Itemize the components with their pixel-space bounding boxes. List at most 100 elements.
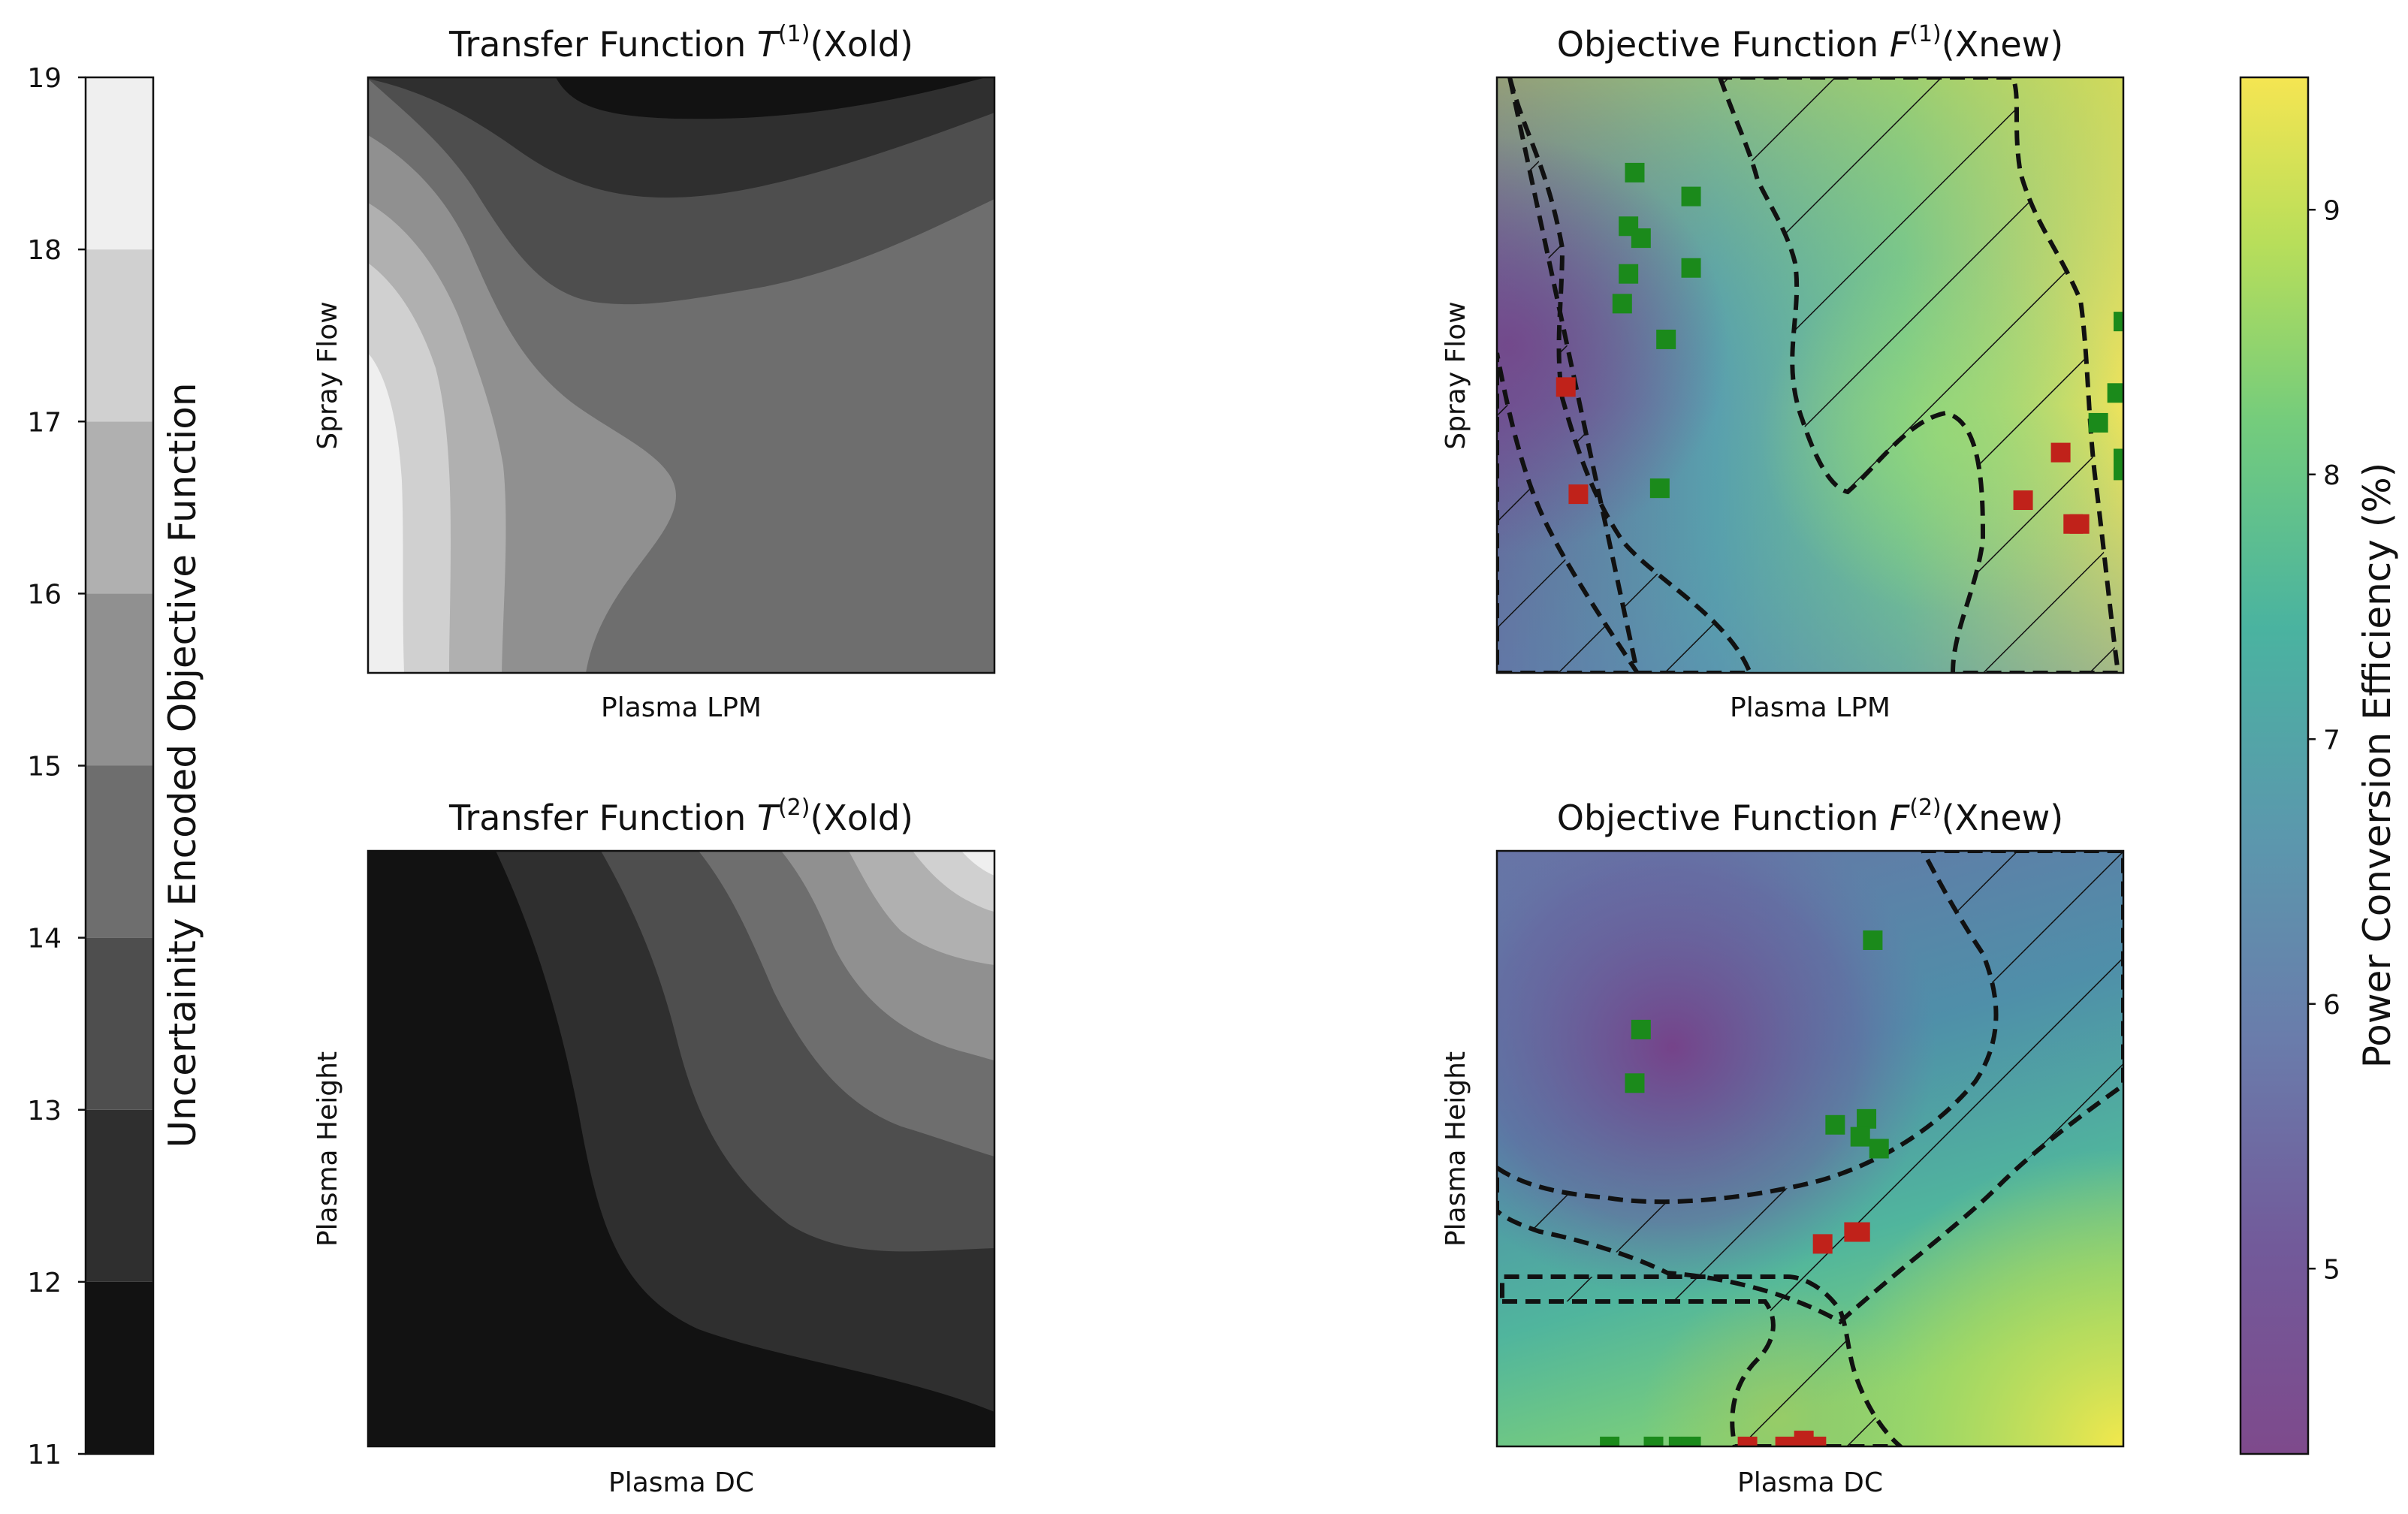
colorbar-tick-label: 11 (27, 1440, 62, 1470)
colorbar-tick-label: 17 (27, 407, 62, 438)
colorbar-level-band (86, 593, 153, 766)
red-sample-point (1737, 1437, 1758, 1446)
panel-3-surface (1497, 77, 2123, 673)
right-colorbar-frame (2239, 76, 2310, 1455)
contour-level-18 (913, 851, 994, 912)
colorbar-level-band (86, 1109, 153, 1282)
panel-3-ylabel: Spray Flow (1441, 301, 1471, 450)
panel-3-frame (1495, 76, 2125, 674)
red-sample-point (1806, 1437, 1827, 1446)
right-colorbar-ticks: 5 6 7 8 9 (2308, 195, 2340, 1285)
red-sample-point (1775, 1437, 1795, 1446)
hatched-region-upper (1497, 851, 2123, 1325)
green-sample-point (1612, 294, 1632, 314)
colorbar-tick-label: 8 (2323, 460, 2340, 491)
green-sample-point (1681, 258, 1701, 278)
right-colorbar-gradient (2241, 77, 2308, 1454)
panel-2-contours (368, 851, 994, 1446)
panel-2-title-superscript: (2) (778, 795, 810, 821)
hatched-region-right (1717, 77, 2121, 673)
panel-1-frame (367, 76, 996, 674)
hatched-region-left (1497, 77, 1753, 673)
red-sample-point (2050, 442, 2071, 463)
green-sample-point (1656, 329, 1676, 349)
colorbar-tick-label: 7 (2323, 725, 2340, 755)
panel-1-xlabel: Plasma LPM (601, 692, 762, 723)
panel-objective-function-1: Objective Function F(1)(Xnew) Plasma LPM… (1441, 21, 2125, 723)
left-colorbar: 11 12 13 14 15 16 17 18 19 Uncertainity Encoded … (27, 63, 204, 1470)
colorbar-tick-label: 9 (2323, 195, 2340, 226)
green-sample-point (1625, 162, 1645, 182)
green-sample-point (2114, 460, 2123, 481)
panel-4-title-prefix: Objective Function (1557, 798, 1890, 838)
panel-transfer-function-1: Transfer Function T(1)(Xold) Plasma LPM … (312, 21, 996, 723)
left-colorbar-bands (86, 77, 153, 1454)
colorbar-tick-label: 14 (27, 924, 62, 955)
green-sample-point (1631, 228, 1651, 249)
panel-4-title-argument: (Xnew) (1942, 798, 2063, 838)
panel-3-title-superscript: (1) (1909, 21, 1942, 47)
colorbar-tick-label: 16 (27, 579, 62, 610)
panel-1-title-argument: (Xold) (810, 24, 913, 65)
left-colorbar-label: Uncertainity Encoded Objective Function (161, 382, 204, 1148)
red-sample-point (1812, 1234, 1833, 1254)
green-sample-point (2114, 312, 2123, 332)
panel-3-xlabel: Plasma LPM (1730, 692, 1890, 723)
red-sample-point (1556, 377, 1576, 397)
panel-3-title-symbol: F (1890, 24, 1910, 65)
colorbar-tick-label: 6 (2323, 990, 2340, 1021)
colorbar-tick-label: 12 (27, 1268, 62, 1298)
green-sample-point (1869, 1139, 1889, 1159)
panel-4-frame (1495, 849, 2125, 1448)
green-sample-point (1863, 930, 1883, 950)
hatched-region-lower (1500, 1274, 1904, 1446)
green-sample-point (1681, 186, 1701, 207)
colorbar-level-band (86, 77, 153, 250)
panel-4-title-symbol: F (1890, 798, 1910, 838)
green-sample-point (1631, 1019, 1651, 1039)
contour-level-19 (368, 353, 404, 673)
green-sample-point (1625, 1073, 1645, 1093)
panel-1-title-prefix: Transfer Function (448, 24, 757, 65)
panel-4-title: Objective Function F(2)(Xnew) (1557, 795, 2063, 838)
colorbar-tick-label: 13 (27, 1096, 62, 1126)
panel-3-title: Objective Function F(1)(Xnew) (1557, 21, 2063, 65)
panel-2-xlabel: Plasma DC (608, 1467, 754, 1498)
colorbar-level-band (86, 937, 153, 1110)
panel-4-xlabel: Plasma DC (1737, 1467, 1883, 1498)
green-sample-point (1825, 1114, 1845, 1135)
panel-2-title-symbol: T (757, 798, 781, 838)
panel-1-contours (368, 77, 994, 673)
colorbar-tick-label: 15 (27, 752, 62, 783)
left-colorbar-ticks: 11 12 13 14 15 16 17 18 19 (27, 63, 86, 1470)
panel-3-points (1556, 162, 2123, 534)
red-sample-point (1568, 484, 1589, 505)
panel-1-title-symbol: T (757, 24, 781, 65)
panel-4-title-superscript: (2) (1909, 795, 1942, 821)
panel-1-ylabel: Spray Flow (312, 301, 343, 450)
green-sample-point (1850, 1126, 1870, 1147)
green-sample-point (2088, 412, 2108, 433)
panel-objective-function-2: Objective Function F(2)(Xnew) Plasma DC … (1441, 795, 2125, 1498)
colorbar-tick-label: 5 (2323, 1254, 2340, 1285)
panel-3-title-argument: (Xnew) (1942, 24, 2063, 65)
right-colorbar-label: Power Conversion Efficiency (%) (2355, 463, 2399, 1069)
green-sample-point (2107, 383, 2123, 403)
contour-level-19 (961, 851, 994, 876)
green-sample-point (1857, 1108, 1877, 1129)
panel-2-title-prefix: Transfer Function (448, 798, 757, 838)
colorbar-tick-label: 18 (27, 235, 62, 266)
colorbar-level-band (86, 421, 153, 594)
green-sample-point (1681, 1437, 1701, 1446)
colorbar-level-band (86, 1281, 153, 1454)
panel-3-title-prefix: Objective Function (1557, 24, 1890, 65)
red-sample-point (2069, 514, 2090, 534)
colorbar-level-band (86, 765, 153, 938)
red-sample-point (2013, 490, 2033, 511)
right-colorbar: 5 6 7 8 9 Power Conversion Efficiency (%) (2239, 76, 2399, 1455)
green-sample-point (1619, 264, 1639, 284)
panel-2-frame (367, 849, 996, 1448)
red-sample-point (1850, 1222, 1870, 1242)
panel-4-ylabel: Plasma Height (1441, 1051, 1471, 1247)
